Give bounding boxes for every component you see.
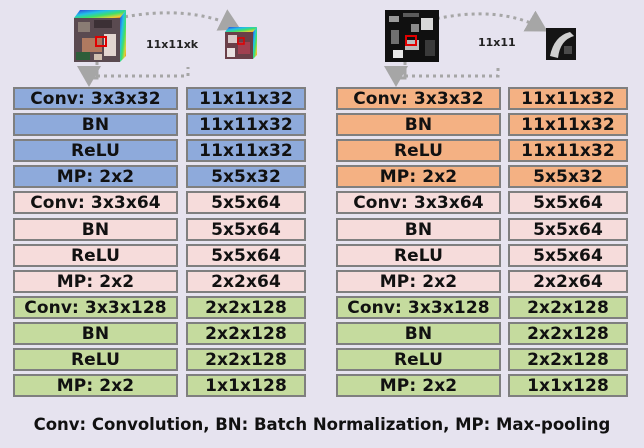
layer-output-cell: 11x11x32: [186, 87, 306, 110]
lidar-image: [385, 10, 439, 62]
left-patch-arrow: [117, 9, 241, 31]
layer-name-cell: BN: [13, 113, 178, 136]
layer-output-cell: 11x11x32: [186, 139, 306, 162]
right-input-arrow: [403, 62, 500, 78]
layer-output-cell: 5x5x64: [508, 244, 628, 267]
layer-name-cell: Conv: 3x3x128: [13, 296, 178, 319]
legend-caption: Conv: Convolution, BN: Batch Normalizati…: [33, 415, 611, 434]
layer-output-cell: 2x2x64: [186, 270, 306, 293]
layer-name-cell: ReLU: [336, 348, 501, 371]
layer-name-cell: BN: [13, 218, 178, 241]
layer-name-cell: MP: 2x2: [13, 270, 178, 293]
layer-output-cell: 5x5x64: [508, 218, 628, 241]
patch-cube-image: [225, 27, 257, 59]
layer-output-cell: 5x5x64: [186, 218, 306, 241]
layer-output-cell: 2x2x128: [186, 322, 306, 345]
layer-name-cell: MP: 2x2: [336, 270, 501, 293]
right-patch-arrow: [429, 10, 548, 32]
layer-name-cell: Conv: 3x3x64: [13, 191, 178, 214]
layer-name-cell: MP: 2x2: [336, 165, 501, 188]
layer-output-cell: 5x5x64: [186, 244, 306, 267]
layer-name-cell: ReLU: [13, 244, 178, 267]
layer-output-cell: 11x11x32: [186, 113, 306, 136]
layer-name-cell: MP: 2x2: [13, 374, 178, 397]
layer-output-cell: 5x5x32: [508, 165, 628, 188]
layer-output-cell: 11x11x32: [508, 87, 628, 110]
layer-name-cell: ReLU: [336, 139, 501, 162]
lidar-patch-image: [546, 28, 576, 60]
layer-name-cell: Conv: 3x3x128: [336, 296, 501, 319]
layer-output-cell: 11x11x32: [508, 139, 628, 162]
left-input-arrow: [95, 62, 190, 78]
layer-name-cell: ReLU: [336, 244, 501, 267]
right-input-arrow-head: [384, 66, 408, 87]
layer-name-cell: BN: [336, 218, 501, 241]
layer-name-cell: ReLU: [13, 348, 178, 371]
right-patch-size-label: 11x11: [478, 36, 516, 49]
layer-output-cell: 11x11x32: [508, 113, 628, 136]
layer-name-cell: Conv: 3x3x32: [336, 87, 501, 110]
layer-name-cell: Conv: 3x3x32: [13, 87, 178, 110]
layer-name-cell: Conv: 3x3x64: [336, 191, 501, 214]
layer-output-cell: 2x2x128: [186, 348, 306, 371]
layer-name-cell: MP: 2x2: [336, 374, 501, 397]
layer-output-cell: 5x5x64: [508, 191, 628, 214]
layer-name-cell: MP: 2x2: [13, 165, 178, 188]
hyperspectral-cube-image: [74, 10, 126, 62]
left-patch-size-label: 11x11xk: [146, 38, 199, 51]
layer-output-cell: 2x2x128: [186, 296, 306, 319]
layer-name-cell: ReLU: [13, 139, 178, 162]
layer-output-cell: 5x5x32: [186, 165, 306, 188]
layer-name-cell: BN: [13, 322, 178, 345]
layer-output-cell: 1x1x128: [186, 374, 306, 397]
layer-output-cell: 5x5x64: [186, 191, 306, 214]
layer-output-cell: 2x2x128: [508, 322, 628, 345]
layer-output-cell: 2x2x64: [508, 270, 628, 293]
layer-output-cell: 2x2x128: [508, 296, 628, 319]
layer-output-cell: 1x1x128: [508, 374, 628, 397]
layer-name-cell: BN: [336, 322, 501, 345]
left-input-arrow-head: [77, 66, 101, 87]
layer-name-cell: BN: [336, 113, 501, 136]
layer-output-cell: 2x2x128: [508, 348, 628, 371]
